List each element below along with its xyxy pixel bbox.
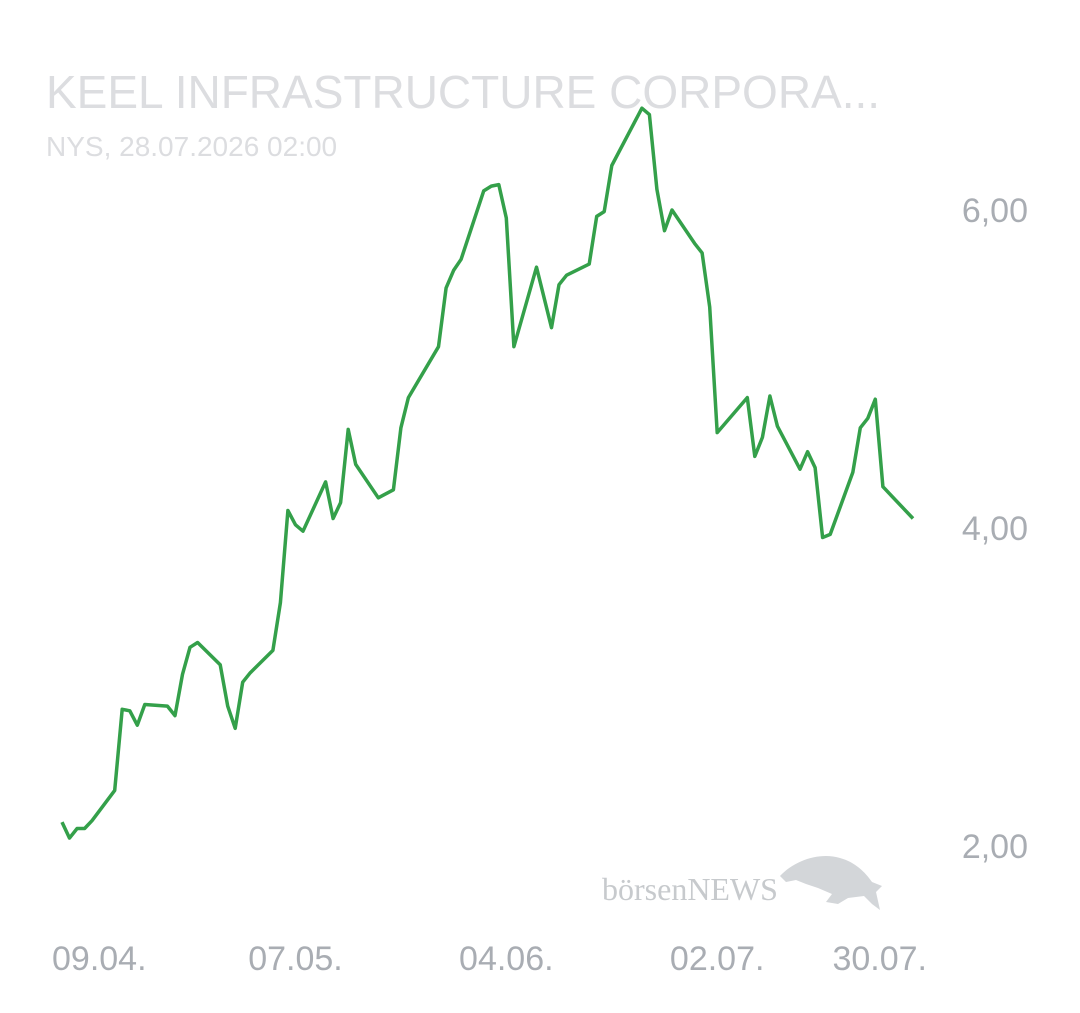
x-tick-label: 04.06.	[459, 940, 554, 978]
price-line	[60, 106, 915, 840]
y-tick-label: 2,00	[962, 828, 1028, 866]
x-tick-label: 09.04.	[52, 940, 147, 978]
chart-title: KEEL INFRASTRUCTURE CORPORA...	[46, 66, 880, 118]
watermark: börsenNEWS	[602, 871, 778, 907]
x-tick-label: 07.05.	[248, 940, 343, 978]
chart-subtitle: NYS, 28.07.2026 02:00	[46, 131, 337, 162]
x-tick-label: 30.07.	[832, 940, 927, 978]
x-tick-label: 02.07.	[670, 940, 765, 978]
watermark-bull	[780, 856, 882, 910]
y-tick-label: 4,00	[962, 510, 1028, 548]
y-tick-label: 6,00	[962, 192, 1028, 230]
